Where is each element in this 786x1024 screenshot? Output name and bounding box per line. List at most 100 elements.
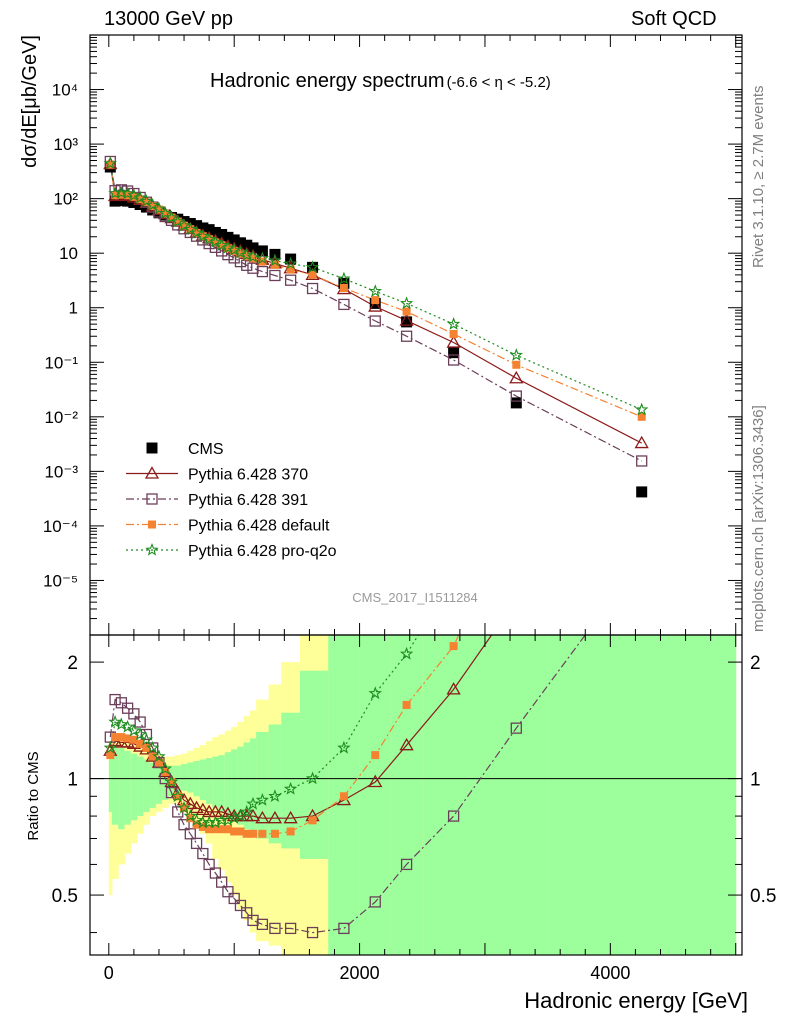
ratio-point-s1-8 bbox=[153, 756, 165, 769]
band-stat-bin bbox=[187, 762, 194, 793]
data-point-s0-32 bbox=[510, 397, 522, 409]
x-tick-label: 0 bbox=[104, 963, 114, 983]
band-stat-bin bbox=[205, 758, 213, 804]
ratio-point-s3-2 bbox=[114, 717, 129, 731]
data-point-s4-19 bbox=[221, 240, 235, 254]
ratio-panel-markers bbox=[103, 642, 522, 939]
legend-label-2: Pythia 6.428 391 bbox=[188, 492, 308, 509]
ratio-y-axis-label: Ratio to CMS bbox=[25, 751, 42, 840]
band-stat-bin bbox=[155, 764, 163, 804]
data-point-s0-22 bbox=[241, 239, 253, 251]
data-point-s0-17 bbox=[209, 226, 221, 238]
chart-title-range: (-6.6 < η < -5.2) bbox=[447, 74, 551, 91]
legend-marker-1 bbox=[144, 466, 160, 479]
ratio-point-s3-25 bbox=[268, 789, 282, 802]
analysis-label: CMS_2017_I1511284 bbox=[352, 590, 478, 605]
ratio-point-s2-30 bbox=[402, 700, 411, 709]
ratio-line-1 bbox=[109, 635, 586, 934]
ratio-point-s2-28 bbox=[339, 792, 348, 801]
data-point-s2-30 bbox=[400, 330, 413, 342]
data-point-s4-7 bbox=[145, 197, 160, 211]
legend-marker-2 bbox=[146, 493, 158, 505]
ratio-point-s3-29 bbox=[368, 686, 383, 700]
data-point-s4-28 bbox=[337, 271, 351, 285]
legend-label-0: CMS bbox=[188, 441, 224, 458]
data-point-s0-31 bbox=[448, 347, 460, 359]
data-point-s4-3 bbox=[120, 186, 135, 200]
ratio-point-s2-18 bbox=[217, 825, 226, 834]
band-stat-bin bbox=[199, 759, 207, 801]
data-point-s0-15 bbox=[197, 222, 209, 234]
ratio-point-s1-30 bbox=[400, 858, 413, 871]
band-stat-bin bbox=[143, 759, 151, 812]
ratio-point-s3-22 bbox=[239, 804, 254, 818]
data-point-s0-24 bbox=[256, 245, 268, 257]
ratio-y-tick-label-left: 1 bbox=[67, 770, 78, 791]
ratio-point-s1-11 bbox=[172, 806, 184, 818]
mcplots-label: mcplots.cern.ch [arXiv:1306.3436] bbox=[750, 405, 767, 632]
ratio-point-s2-3 bbox=[123, 734, 132, 743]
data-point-s0-18 bbox=[216, 229, 228, 241]
data-point-s4-2 bbox=[114, 185, 129, 199]
ratio-point-s3-24 bbox=[255, 793, 270, 806]
data-point-s3-22 bbox=[242, 252, 251, 261]
data-point-s3-8 bbox=[154, 205, 163, 214]
ratio-point-s3-10 bbox=[164, 774, 179, 788]
ratio-point-s3-14 bbox=[189, 813, 204, 827]
data-point-s4-21 bbox=[233, 245, 248, 259]
band-stat-bin bbox=[484, 635, 549, 955]
chart-text: Hadronic energy spectrum (-6.6 < η < -5.2… bbox=[19, 35, 776, 1013]
data-point-s3-27 bbox=[308, 270, 317, 279]
ratio-y-tick-label-left: 2 bbox=[67, 653, 78, 674]
chart-title: Hadronic energy spectrum (-6.6 < η < -5.2… bbox=[210, 70, 551, 92]
data-point-s0-30 bbox=[401, 316, 413, 328]
data-point-s4-26 bbox=[283, 256, 298, 270]
band-stat-bin bbox=[268, 724, 282, 844]
ratio-point-s3-5 bbox=[133, 727, 147, 741]
ratio-point-s0-13 bbox=[183, 796, 198, 810]
data-point-s4-11 bbox=[170, 214, 185, 228]
data-point-s0-20 bbox=[228, 234, 240, 246]
ratio-point-s2-29 bbox=[371, 751, 380, 760]
ratio-point-s0-30 bbox=[399, 737, 414, 751]
ratio-point-s3-23 bbox=[246, 796, 260, 810]
data-point-s4-12 bbox=[177, 218, 191, 232]
data-point-s3-16 bbox=[205, 235, 214, 244]
ratio-point-s1-29 bbox=[369, 896, 381, 908]
data-point-s3-19 bbox=[223, 244, 232, 253]
data-point-s3-18 bbox=[217, 241, 226, 250]
ratio-point-s0-26 bbox=[283, 810, 298, 824]
ratio-point-s0-14 bbox=[189, 800, 204, 814]
data-point-s4-18 bbox=[214, 238, 229, 252]
legend-label-1: Pythia 6.428 370 bbox=[188, 467, 308, 484]
y-tick-label: 10⁴ bbox=[52, 81, 78, 100]
x-tick-label: 2000 bbox=[340, 963, 380, 983]
rivet-version-label: Rivet 3.1.10, ≥ 2.7M events bbox=[750, 85, 767, 269]
data-point-s3-33 bbox=[637, 412, 646, 421]
data-point-s0-21 bbox=[234, 237, 246, 249]
legend-marker-0 bbox=[146, 442, 158, 454]
data-point-s4-29 bbox=[368, 284, 383, 298]
data-point-s4-22 bbox=[240, 248, 254, 261]
ratio-point-s2-25 bbox=[270, 829, 279, 838]
ratio-point-s2-10 bbox=[167, 777, 176, 786]
ratio-point-s1-24 bbox=[256, 918, 269, 931]
ratio-point-s3-1 bbox=[108, 714, 122, 728]
ratio-y-tick-label-right: 0.5 bbox=[750, 886, 776, 907]
ratio-y-tick-label-left: 0.5 bbox=[52, 886, 78, 907]
data-point-s4-20 bbox=[227, 243, 241, 256]
data-point-s3-24 bbox=[258, 257, 267, 266]
y-tick-label: 10 bbox=[59, 244, 78, 263]
ratio-point-s2-8 bbox=[154, 758, 163, 767]
ratio-point-s1-28 bbox=[338, 922, 350, 935]
ratio-point-s1-26 bbox=[284, 922, 297, 935]
ratio-point-s1-20 bbox=[228, 892, 240, 905]
ratio-point-s2-19 bbox=[223, 825, 232, 834]
band-stat-bin bbox=[256, 731, 270, 839]
y-tick-label: 1 bbox=[69, 299, 78, 318]
data-point-s3-30 bbox=[402, 307, 411, 316]
data-point-s3-29 bbox=[371, 296, 380, 305]
y-tick-label: 10³ bbox=[53, 135, 78, 154]
ratio-point-s1-1 bbox=[109, 693, 121, 706]
